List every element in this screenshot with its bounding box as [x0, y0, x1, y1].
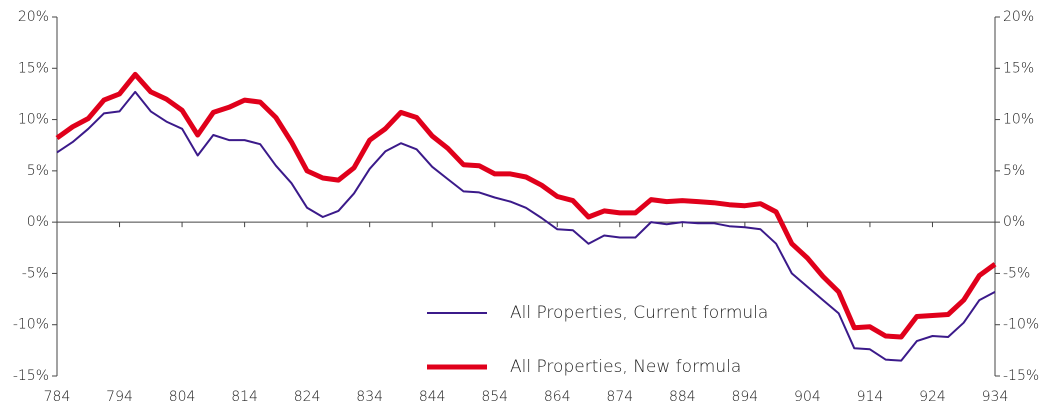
- x-tick-label: 894: [731, 389, 758, 405]
- x-tick-label: 834: [356, 389, 383, 405]
- legend-label: All Properties, New formula: [510, 357, 741, 377]
- x-tick-label: 804: [169, 389, 196, 405]
- x-tick-label: 794: [106, 389, 133, 405]
- y2-tick-label: -10%: [1003, 317, 1039, 333]
- x-tick-label: 924: [919, 389, 946, 405]
- y-tick-label: -10%: [13, 317, 49, 333]
- y2-tick-label: 10%: [1003, 112, 1034, 128]
- y-tick-label: 0%: [27, 214, 49, 230]
- x-tick-label: 784: [44, 389, 71, 405]
- y-tick-label: 20%: [18, 9, 49, 25]
- x-tick-label: 844: [419, 389, 446, 405]
- x-tick-label: 884: [669, 389, 696, 405]
- x-tick-label: 854: [481, 389, 508, 405]
- x-tick-label: 934: [982, 389, 1009, 405]
- x-tick-label: 814: [231, 389, 258, 405]
- y-tick-label: -5%: [22, 265, 49, 281]
- y2-tick-label: 5%: [1003, 163, 1025, 179]
- x-tick-label: 904: [794, 389, 821, 405]
- x-tick-label: 824: [294, 389, 321, 405]
- x-tick-label: 914: [857, 389, 884, 405]
- y-tick-label: -15%: [13, 368, 49, 384]
- y2-tick-label: -5%: [1003, 265, 1030, 281]
- x-tick-label: 864: [544, 389, 571, 405]
- x-tick-label: 874: [606, 389, 633, 405]
- y-tick-label: 15%: [18, 60, 49, 76]
- y-tick-label: 5%: [27, 163, 49, 179]
- series-line: [55, 71, 997, 340]
- legend-label: All Properties, Current formula: [510, 303, 768, 323]
- y-tick-label: 10%: [18, 112, 49, 128]
- y2-tick-label: 15%: [1003, 60, 1034, 76]
- y2-tick-label: -15%: [1003, 368, 1039, 384]
- series-line: [56, 90, 996, 362]
- y2-tick-label: 20%: [1003, 9, 1034, 25]
- y2-tick-label: 0%: [1003, 214, 1025, 230]
